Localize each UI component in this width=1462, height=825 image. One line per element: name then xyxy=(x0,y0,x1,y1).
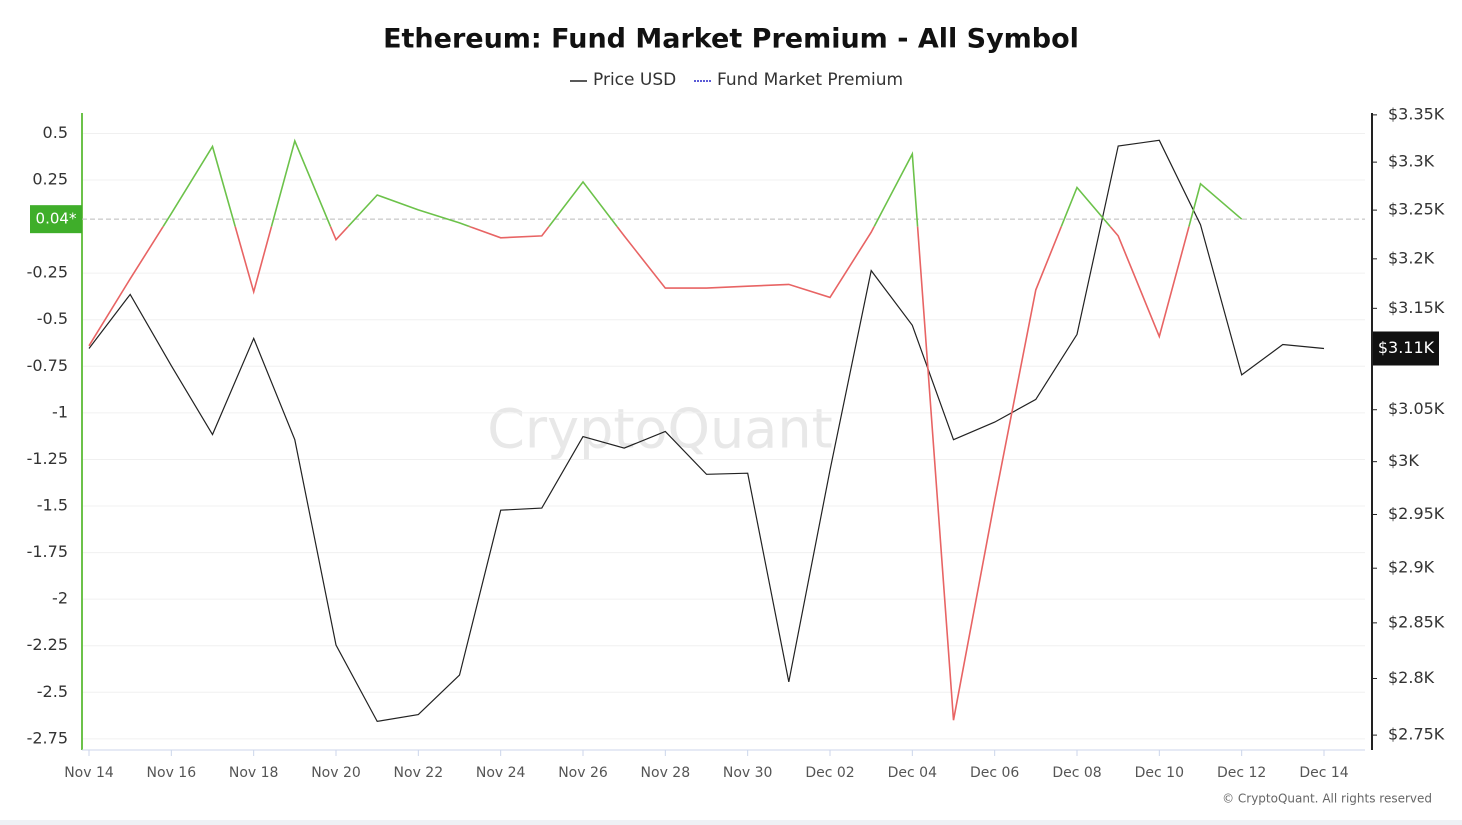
x-tick-label: Nov 20 xyxy=(311,765,361,781)
price-line xyxy=(88,139,1325,723)
chart-title: Ethereum: Fund Market Premium - All Symb… xyxy=(383,24,1079,55)
y2-tick-label: $3.35K xyxy=(1388,104,1445,123)
y-badge xyxy=(30,205,82,234)
y-tick-label: -2.75 xyxy=(27,728,68,747)
y-tick-label: 0.25 xyxy=(32,170,68,189)
y-tick-label: 0.5 xyxy=(43,123,68,142)
y2-tick-label: $3.05K xyxy=(1388,399,1445,418)
x-tick-label: Dec 02 xyxy=(805,765,854,781)
legend-item: Fund Market Premium xyxy=(694,70,903,90)
x-tick-label: Dec 14 xyxy=(1299,765,1348,781)
y2-badge-label: $3.11K xyxy=(1378,338,1435,357)
y-tick-label: -0.75 xyxy=(27,356,68,375)
y2-tick-label: $3.15K xyxy=(1388,298,1445,317)
y2-tick-label: $3.2K xyxy=(1388,248,1435,267)
y2-tick-label: $2.75K xyxy=(1388,725,1445,744)
y-tick-label: -1 xyxy=(52,402,68,421)
x-tick-label: Dec 04 xyxy=(888,765,937,781)
x-tick-label: Dec 08 xyxy=(1052,765,1101,781)
bottom-bar xyxy=(0,820,1462,825)
x-tick-label: Nov 18 xyxy=(229,765,279,781)
x-tick-label: Nov 14 xyxy=(64,765,114,781)
y-tick-label: -1.25 xyxy=(27,449,68,468)
premium-line-negative xyxy=(88,226,1190,721)
x-tick-label: Dec 12 xyxy=(1217,765,1266,781)
x-tick-label: Nov 30 xyxy=(723,765,773,781)
y-badge-label: 0.04* xyxy=(36,210,77,228)
y2-tick-label: $2.95K xyxy=(1388,504,1445,523)
x-tick-label: Nov 26 xyxy=(558,765,608,781)
x-tick-label: Nov 24 xyxy=(476,765,526,781)
x-tick-label: Dec 06 xyxy=(970,765,1019,781)
y2-tick-label: $2.9K xyxy=(1388,558,1435,577)
y2-tick-label: $2.8K xyxy=(1388,668,1435,687)
y2-tick-label: $2.85K xyxy=(1388,612,1445,631)
copyright: © CryptoQuant. All rights reserved xyxy=(1222,792,1432,806)
y2-badge xyxy=(1373,331,1439,366)
y2-tick-label: $3.25K xyxy=(1388,200,1445,219)
y2-tick-label: $3.3K xyxy=(1388,152,1435,171)
y-tick-label: -2 xyxy=(52,589,68,608)
y-tick-label: -1.5 xyxy=(37,496,68,515)
x-tick-label: Nov 16 xyxy=(147,765,197,781)
legend-item: Price USD xyxy=(570,70,676,90)
y-tick-label: -2.5 xyxy=(37,682,68,701)
y-tick-label: -2.25 xyxy=(27,635,68,654)
x-tick-label: Dec 10 xyxy=(1135,765,1184,781)
legend-label: Fund Market Premium xyxy=(717,70,903,90)
y-tick-label: -1.75 xyxy=(27,542,68,561)
y-tick-label: -0.25 xyxy=(27,263,68,282)
legend-label: Price USD xyxy=(593,70,676,90)
x-tick-label: Nov 28 xyxy=(641,765,691,781)
x-tick-label: Nov 22 xyxy=(394,765,444,781)
y2-tick-label: $3K xyxy=(1388,451,1419,470)
y-tick-label: -0.5 xyxy=(37,309,68,328)
watermark: CryptoQuant xyxy=(487,398,833,461)
premium-line-positive xyxy=(162,138,1243,227)
